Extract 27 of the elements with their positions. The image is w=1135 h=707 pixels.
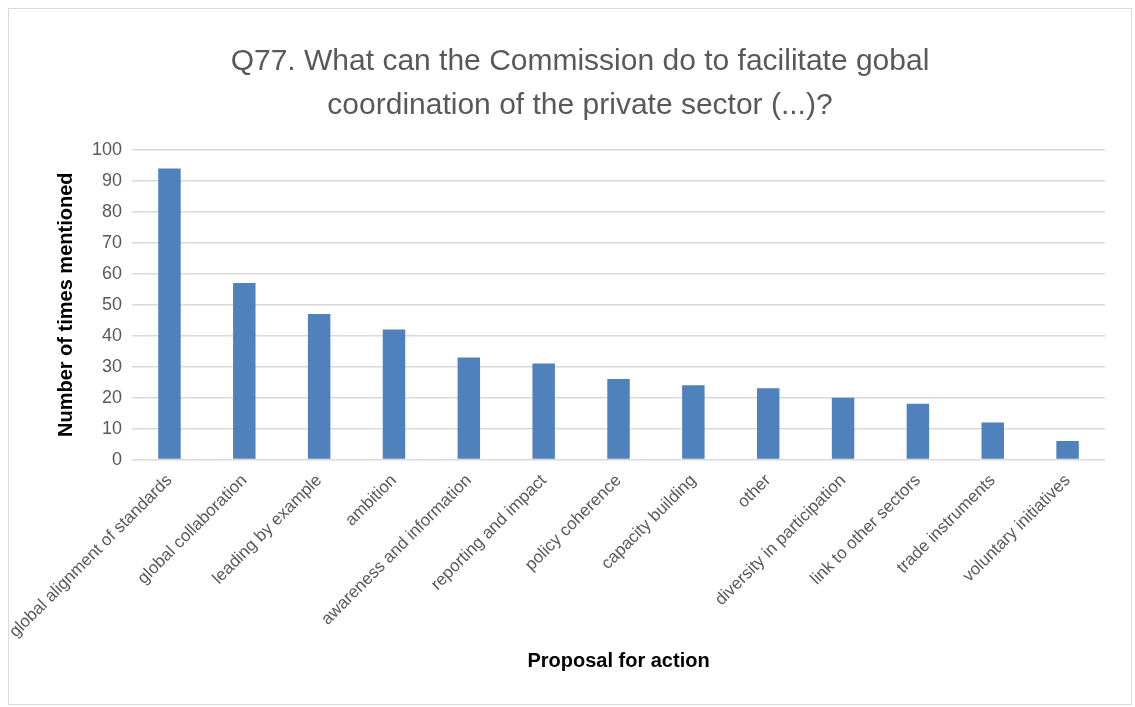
- chart-title: Q77. What can the Commission do to facilitate gobal coordination of the private sector (...)?: [229, 42, 931, 122]
- y-tick-label: 90: [102, 169, 123, 190]
- y-tick-label: 30: [102, 355, 123, 376]
- bar: [831, 397, 855, 459]
- x-axis-title: Proposal for action: [527, 648, 710, 671]
- bar: [1056, 440, 1079, 459]
- bar: [607, 379, 630, 459]
- y-tick-label: 50: [102, 293, 123, 314]
- bar: [457, 357, 481, 459]
- bar: [233, 283, 256, 459]
- y-axis-title: Number of times mentioned: [53, 172, 76, 438]
- bar: [382, 329, 406, 459]
- y-tick-label: 20: [102, 386, 123, 407]
- bar: [756, 388, 780, 459]
- bar: [307, 314, 331, 459]
- y-tick-label: 60: [102, 262, 123, 283]
- bar: [532, 363, 555, 459]
- bar: [158, 168, 181, 459]
- bar: [906, 403, 930, 459]
- bar: [981, 422, 1004, 459]
- bar: [682, 385, 705, 459]
- y-tick-label: 100: [91, 138, 123, 159]
- y-tick-label: 40: [102, 324, 123, 345]
- y-tick-label: 70: [102, 231, 123, 252]
- y-tick-label: 80: [102, 200, 123, 221]
- y-tick-label: 10: [102, 417, 123, 438]
- y-tick-label: 0: [112, 448, 123, 469]
